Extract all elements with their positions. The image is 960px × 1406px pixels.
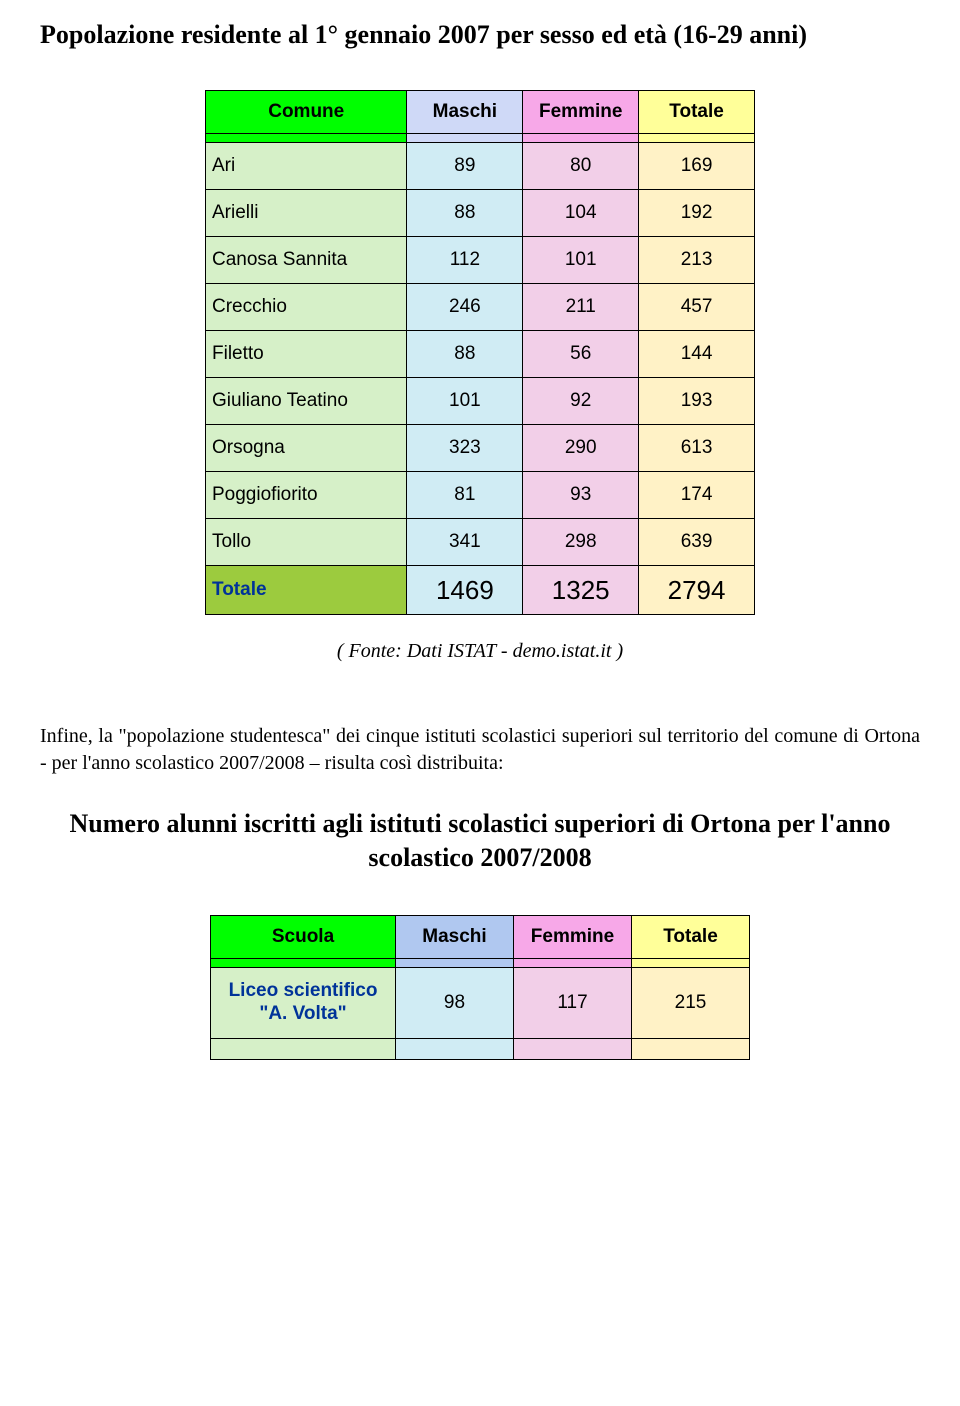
table-row: Canosa Sannita112101213 <box>206 237 755 284</box>
th-comune: Comune <box>206 91 407 134</box>
cell: Crecchio <box>206 284 407 331</box>
table-row: Poggiofiorito8193174 <box>206 472 755 519</box>
cell: 246 <box>407 284 523 331</box>
cell: 144 <box>639 331 755 378</box>
spacer <box>211 958 750 967</box>
cell: 92 <box>523 378 639 425</box>
cell: 104 <box>523 190 639 237</box>
cell: 341 <box>407 519 523 566</box>
table-header-row: Comune Maschi Femmine Totale <box>206 91 755 134</box>
page-title: Popolazione residente al 1° gennaio 2007… <box>40 20 920 50</box>
cell: 639 <box>639 519 755 566</box>
cell: 81 <box>407 472 523 519</box>
table-row: Tollo341298639 <box>206 519 755 566</box>
total-label: Totale <box>206 566 407 615</box>
th-femmine: Femmine <box>514 915 632 958</box>
table-row: Orsogna323290613 <box>206 425 755 472</box>
table-row: Filetto8856144 <box>206 331 755 378</box>
table-row: Crecchio246211457 <box>206 284 755 331</box>
total-femmine: 1325 <box>523 566 639 615</box>
th-totale: Totale <box>639 91 755 134</box>
schools-table: Scuola Maschi Femmine Totale Liceo scien… <box>210 915 750 1060</box>
cell: 193 <box>639 378 755 425</box>
cell: 298 <box>523 519 639 566</box>
cell: 215 <box>632 967 750 1038</box>
section-subtitle: Numero alunni iscritti agli istituti sco… <box>40 807 920 875</box>
th-scuola: Scuola <box>211 915 396 958</box>
cell: Liceo scientifico "A. Volta" <box>211 967 396 1038</box>
cell: Ari <box>206 143 407 190</box>
cell: Arielli <box>206 190 407 237</box>
cell: 211 <box>523 284 639 331</box>
table-row: Liceo scientifico "A. Volta"98117215 <box>211 967 750 1038</box>
cell: 98 <box>396 967 514 1038</box>
cell: Orsogna <box>206 425 407 472</box>
cell: 213 <box>639 237 755 284</box>
table-row: Arielli88104192 <box>206 190 755 237</box>
cell: 117 <box>514 967 632 1038</box>
total-row: Totale 1469 1325 2794 <box>206 566 755 615</box>
cell: 169 <box>639 143 755 190</box>
cell: Giuliano Teatino <box>206 378 407 425</box>
intro-paragraph: Infine, la "popolazione studentesca" dei… <box>40 723 920 777</box>
cell: 323 <box>407 425 523 472</box>
population-table: Comune Maschi Femmine Totale Ari8980169A… <box>205 90 755 615</box>
spacer <box>206 134 755 143</box>
table-row: Giuliano Teatino10192193 <box>206 378 755 425</box>
cell: 290 <box>523 425 639 472</box>
cell: 112 <box>407 237 523 284</box>
cell: 88 <box>407 331 523 378</box>
table-row: Ari8980169 <box>206 143 755 190</box>
table-caption: ( Fonte: Dati ISTAT - demo.istat.it ) <box>40 640 920 663</box>
cell: 613 <box>639 425 755 472</box>
cell: Filetto <box>206 331 407 378</box>
cell: 93 <box>523 472 639 519</box>
total-totale: 2794 <box>639 566 755 615</box>
cell: 101 <box>523 237 639 284</box>
cell: 88 <box>407 190 523 237</box>
cell: Canosa Sannita <box>206 237 407 284</box>
cell: 56 <box>523 331 639 378</box>
cell: 174 <box>639 472 755 519</box>
th-totale: Totale <box>632 915 750 958</box>
th-maschi: Maschi <box>396 915 514 958</box>
cell: 80 <box>523 143 639 190</box>
th-maschi: Maschi <box>407 91 523 134</box>
cell: Tollo <box>206 519 407 566</box>
th-femmine: Femmine <box>523 91 639 134</box>
cell: 192 <box>639 190 755 237</box>
cell: 101 <box>407 378 523 425</box>
cell: 457 <box>639 284 755 331</box>
table-header-row: Scuola Maschi Femmine Totale <box>211 915 750 958</box>
cell: 89 <box>407 143 523 190</box>
total-maschi: 1469 <box>407 566 523 615</box>
blank-row <box>211 1038 750 1059</box>
cell: Poggiofiorito <box>206 472 407 519</box>
